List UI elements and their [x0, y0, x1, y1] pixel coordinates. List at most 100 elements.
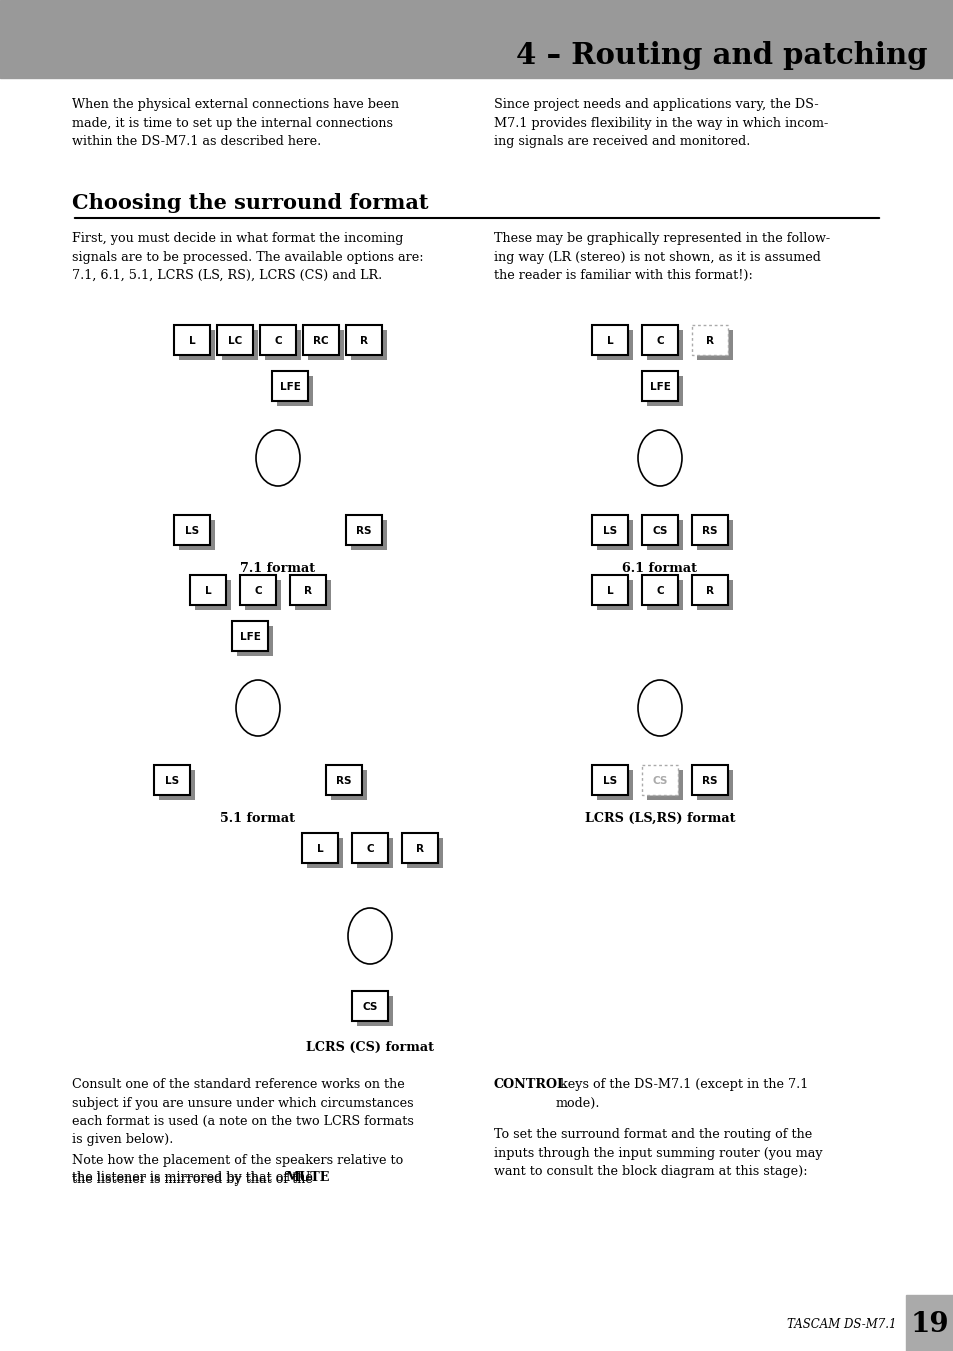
Bar: [216, 326, 253, 355]
Text: LS: LS: [165, 775, 179, 786]
Bar: [646, 770, 682, 800]
Bar: [276, 376, 313, 407]
Text: LFE: LFE: [279, 382, 300, 392]
Text: R: R: [416, 844, 423, 854]
Bar: [697, 580, 732, 611]
Bar: [331, 770, 367, 800]
Bar: [697, 330, 732, 359]
Bar: [0, 0, 953, 78]
Text: RC: RC: [313, 336, 329, 346]
Bar: [272, 372, 308, 401]
Text: R: R: [705, 336, 713, 346]
Text: CS: CS: [652, 775, 667, 786]
Bar: [153, 765, 190, 794]
Bar: [641, 326, 678, 355]
Text: L: L: [205, 586, 212, 596]
Bar: [179, 330, 214, 359]
Bar: [597, 580, 633, 611]
Text: LCRS (LS,RS) format: LCRS (LS,RS) format: [584, 812, 735, 825]
Ellipse shape: [255, 430, 299, 486]
Text: C: C: [656, 586, 663, 596]
Ellipse shape: [638, 680, 681, 736]
Text: 7.1 format: 7.1 format: [240, 562, 315, 576]
Bar: [597, 770, 633, 800]
Text: 19: 19: [910, 1312, 948, 1339]
Text: LC: LC: [228, 336, 242, 346]
Text: R: R: [304, 586, 312, 596]
Bar: [351, 520, 387, 550]
Bar: [326, 765, 361, 794]
Text: RS: RS: [701, 775, 717, 786]
Ellipse shape: [348, 908, 392, 965]
Text: When the physical external connections have been
made, it is time to set up the : When the physical external connections h…: [71, 99, 398, 149]
Bar: [401, 834, 437, 863]
Ellipse shape: [235, 680, 280, 736]
Bar: [356, 838, 393, 867]
Bar: [691, 515, 727, 544]
Bar: [194, 580, 231, 611]
Text: Consult one of the standard reference works on the
subject if you are unsure und: Consult one of the standard reference wo…: [71, 1078, 414, 1147]
Bar: [691, 576, 727, 605]
Bar: [173, 326, 210, 355]
Bar: [905, 1296, 953, 1351]
Bar: [646, 376, 682, 407]
Text: These may be graphically represented in the follow-
ing way (LR (stereo) is not : These may be graphically represented in …: [494, 232, 829, 282]
Bar: [641, 515, 678, 544]
Text: L: L: [189, 336, 195, 346]
Bar: [236, 626, 273, 657]
Bar: [346, 515, 381, 544]
Ellipse shape: [638, 430, 681, 486]
Bar: [641, 765, 678, 794]
Bar: [697, 770, 732, 800]
Bar: [691, 765, 727, 794]
Text: LCRS (CS) format: LCRS (CS) format: [306, 1042, 434, 1054]
Bar: [294, 580, 331, 611]
Bar: [646, 520, 682, 550]
Text: First, you must decide in what format the incoming
signals are to be processed. : First, you must decide in what format th…: [71, 232, 423, 282]
Text: LS: LS: [602, 775, 617, 786]
Bar: [179, 520, 214, 550]
Text: RS: RS: [335, 775, 352, 786]
Bar: [346, 326, 381, 355]
Bar: [592, 576, 627, 605]
Text: LS: LS: [185, 526, 199, 536]
Text: Note how the placement of the speakers relative to
the listener is mirrored by t: Note how the placement of the speakers r…: [71, 1154, 403, 1185]
Text: 5.1 format: 5.1 format: [220, 812, 295, 825]
Bar: [290, 576, 326, 605]
Text: C: C: [274, 336, 281, 346]
Bar: [592, 515, 627, 544]
Text: 6.1 format: 6.1 format: [622, 562, 697, 576]
Text: 4 – Routing and patching: 4 – Routing and patching: [516, 41, 927, 69]
Bar: [308, 330, 344, 359]
Text: L: L: [606, 586, 613, 596]
Bar: [159, 770, 194, 800]
Bar: [352, 992, 388, 1021]
Bar: [646, 580, 682, 611]
Text: C: C: [253, 586, 261, 596]
Bar: [592, 765, 627, 794]
Text: Choosing the surround format: Choosing the surround format: [71, 193, 428, 213]
Bar: [641, 576, 678, 605]
Text: CS: CS: [362, 1002, 377, 1012]
Text: TASCAM DS-M7.1: TASCAM DS-M7.1: [786, 1319, 896, 1332]
Bar: [222, 330, 257, 359]
Bar: [597, 330, 633, 359]
Text: MUTE: MUTE: [285, 1171, 329, 1183]
Text: L: L: [316, 844, 323, 854]
Bar: [232, 621, 268, 651]
Bar: [307, 838, 343, 867]
Text: C: C: [656, 336, 663, 346]
Text: Since project needs and applications vary, the DS-
M7.1 provides flexibility in : Since project needs and applications var…: [494, 99, 827, 149]
Bar: [265, 330, 301, 359]
Bar: [302, 834, 337, 863]
Text: CS: CS: [652, 526, 667, 536]
Text: the listener is mirrored by that of the: the listener is mirrored by that of the: [71, 1171, 316, 1183]
Text: To set the surround format and the routing of the
inputs through the input summi: To set the surround format and the routi…: [494, 1128, 821, 1178]
Bar: [352, 834, 388, 863]
Bar: [592, 326, 627, 355]
Bar: [245, 580, 281, 611]
Text: LS: LS: [602, 526, 617, 536]
Text: C: C: [366, 844, 374, 854]
Bar: [597, 520, 633, 550]
Text: CONTROL: CONTROL: [494, 1078, 566, 1092]
